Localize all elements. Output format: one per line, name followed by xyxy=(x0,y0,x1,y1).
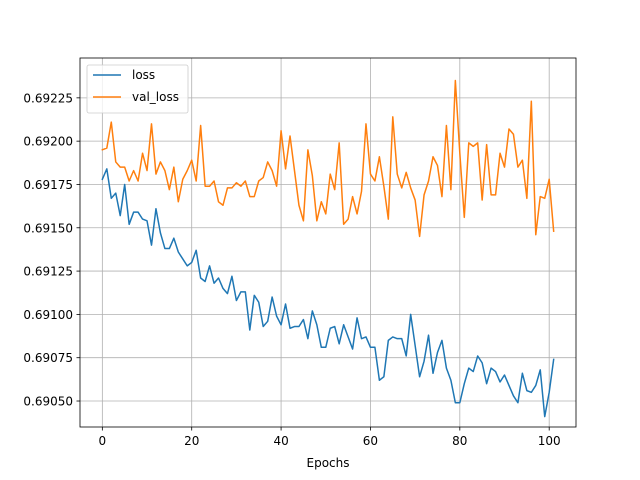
x-tick-label: 40 xyxy=(273,434,288,448)
y-tick-label: 0.69100 xyxy=(23,308,73,322)
y-tick-label: 0.69075 xyxy=(23,351,73,365)
legend-label-val-loss: val_loss xyxy=(132,90,179,104)
y-tick-label: 0.69175 xyxy=(23,178,73,192)
axes-frame xyxy=(79,57,577,428)
x-tick-label: 60 xyxy=(363,434,378,448)
x-tick-label: 0 xyxy=(99,434,107,448)
legend: loss val_loss xyxy=(86,64,189,114)
x-axis-ticks: 0 20 40 60 80 100 xyxy=(99,427,561,448)
y-tick-label: 0.69225 xyxy=(23,91,73,105)
x-axis-label: Epochs xyxy=(307,456,350,470)
grid-lines xyxy=(80,58,576,427)
legend-box xyxy=(86,64,189,114)
x-tick-label: 100 xyxy=(538,434,561,448)
y-tick-label: 0.69125 xyxy=(23,265,73,279)
y-tick-label: 0.69050 xyxy=(23,395,73,409)
series-line-loss xyxy=(101,168,555,418)
y-tick-label: 0.69150 xyxy=(23,221,73,235)
series-line-val-loss xyxy=(101,79,555,238)
y-tick-label: 0.69200 xyxy=(23,135,73,149)
x-tick-label: 20 xyxy=(184,434,199,448)
y-axis-ticks: 0.69050 0.69075 0.69100 0.69125 0.69150 0.691… xyxy=(23,91,80,409)
x-tick-label: 80 xyxy=(452,434,467,448)
series-lines xyxy=(101,79,555,418)
legend-label-loss: loss xyxy=(132,68,155,82)
